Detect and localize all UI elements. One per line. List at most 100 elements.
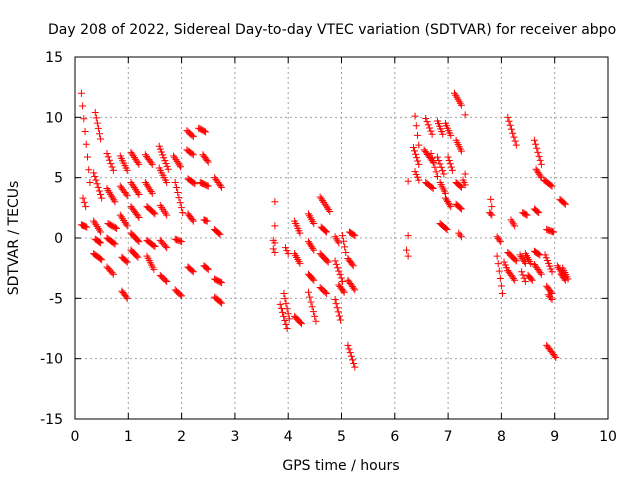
data-point: [170, 152, 178, 160]
data-point: [203, 264, 211, 272]
data-point: [439, 130, 447, 138]
data-point: [94, 124, 102, 132]
data-point: [428, 154, 436, 162]
data-point: [336, 271, 344, 279]
data-point: [341, 243, 349, 251]
data-point: [535, 250, 543, 258]
data-point: [457, 147, 465, 155]
data-point: [204, 158, 212, 166]
data-point: [174, 189, 182, 197]
data-point: [350, 231, 358, 239]
data-point: [457, 183, 465, 191]
data-point: [530, 136, 538, 144]
data-point: [455, 229, 463, 237]
data-point: [527, 259, 535, 267]
data-point: [340, 288, 348, 296]
data-point: [498, 290, 506, 298]
data-point: [116, 211, 124, 219]
data-point: [83, 153, 91, 161]
data-point: [439, 167, 447, 175]
data-point: [271, 198, 279, 206]
data-point: [106, 156, 114, 164]
data-point: [91, 109, 99, 117]
data-point: [79, 194, 87, 202]
data-point: [332, 260, 340, 268]
data-point: [511, 256, 519, 264]
data-point: [331, 296, 339, 304]
data-point: [171, 178, 179, 186]
data-point: [77, 89, 85, 97]
data-point: [80, 115, 88, 123]
x-tick-label: 10: [599, 429, 617, 445]
data-point: [160, 154, 168, 162]
data-point: [440, 170, 448, 178]
data-point: [319, 197, 327, 205]
data-point: [108, 163, 116, 171]
data-point: [96, 130, 104, 138]
y-axis-label: SDTVAR / TECUs: [6, 181, 22, 296]
data-point: [86, 178, 94, 186]
data-point: [93, 180, 101, 188]
data-point: [135, 238, 143, 246]
data-point: [161, 276, 169, 284]
data-point: [216, 230, 224, 238]
data-point: [535, 152, 543, 160]
data-point: [188, 150, 196, 158]
data-point: [159, 151, 167, 159]
data-point: [510, 133, 518, 141]
x-tick-label: 4: [284, 429, 293, 445]
data-point: [216, 278, 224, 286]
data-point: [414, 131, 422, 139]
data-point: [141, 178, 149, 186]
data-point: [163, 211, 171, 219]
data-point: [429, 185, 437, 193]
data-point: [148, 160, 156, 168]
data-point: [188, 216, 196, 224]
data-point: [119, 215, 127, 223]
data-point: [80, 198, 88, 206]
data-point: [121, 218, 129, 226]
data-point: [110, 239, 118, 247]
data-point: [415, 160, 423, 168]
data-point: [322, 202, 330, 210]
data-point: [547, 294, 555, 302]
data-point: [111, 240, 119, 248]
data-point: [445, 156, 453, 164]
data-point: [283, 247, 291, 255]
data-point: [150, 209, 158, 217]
data-point: [97, 191, 105, 199]
data-point: [528, 276, 536, 284]
data-point: [281, 316, 289, 324]
data-point: [411, 147, 419, 155]
data-point: [283, 325, 291, 332]
data-point: [555, 264, 563, 272]
x-tick-label: 6: [390, 429, 399, 445]
data-point: [323, 257, 331, 265]
data-point: [349, 262, 357, 270]
data-point: [457, 233, 465, 241]
data-point: [285, 315, 293, 323]
data-point: [163, 277, 171, 285]
data-point: [547, 181, 555, 189]
data-point: [537, 270, 545, 278]
data-point: [442, 225, 450, 233]
data-point: [332, 300, 340, 308]
data-point: [461, 170, 469, 178]
data-point: [123, 166, 131, 174]
data-point: [279, 308, 287, 316]
data-point: [134, 189, 142, 197]
data-point: [200, 127, 208, 135]
data-point: [90, 217, 98, 225]
data-point: [430, 159, 438, 167]
data-point: [456, 231, 464, 239]
data-point: [561, 200, 569, 208]
data-point: [122, 220, 130, 228]
data-point: [512, 257, 520, 265]
data-point: [523, 211, 531, 219]
data-point: [307, 298, 315, 306]
data-point: [317, 195, 325, 203]
data-point: [326, 207, 334, 215]
data-point: [296, 259, 304, 267]
data-points: [77, 89, 572, 371]
data-point: [509, 129, 517, 137]
